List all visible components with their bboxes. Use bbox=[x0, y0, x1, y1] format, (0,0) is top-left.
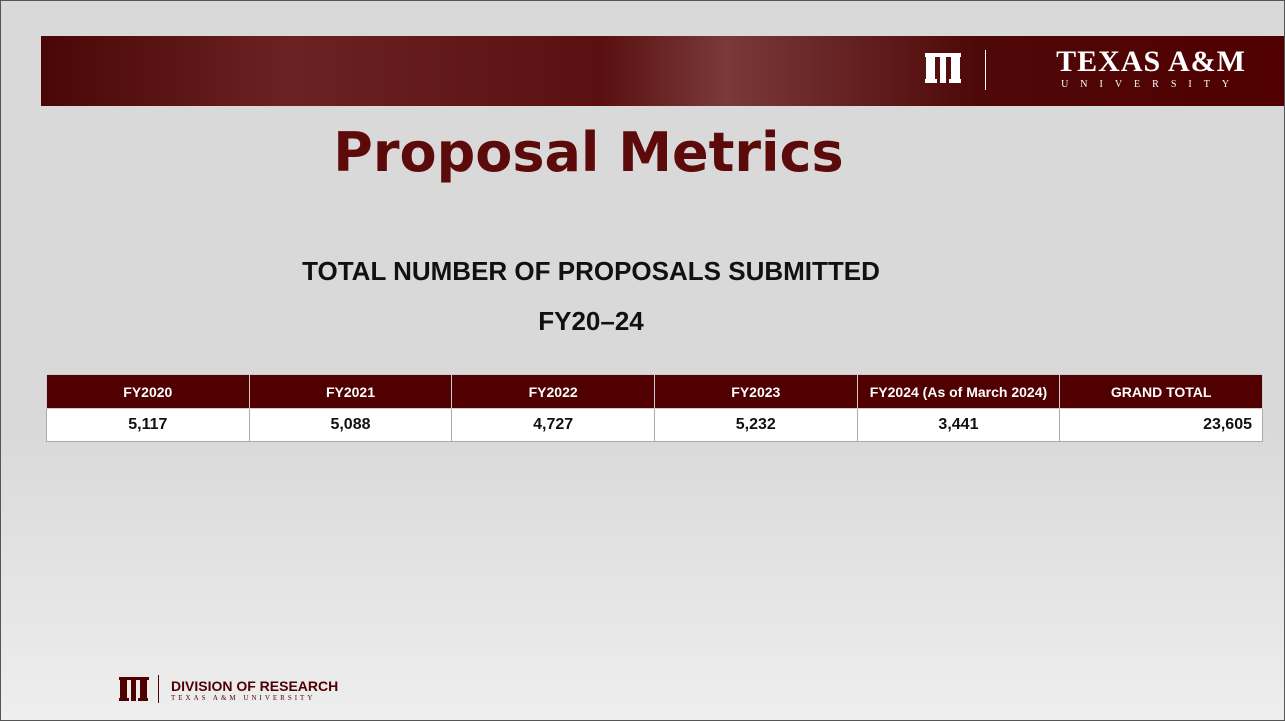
footer-unit: DIVISION OF RESEARCH bbox=[171, 678, 338, 694]
table-cell: 5,117 bbox=[47, 409, 250, 442]
column-header: FY2024 (As of March 2024) bbox=[857, 375, 1060, 409]
subtitle: FY20–24 bbox=[1, 306, 1181, 337]
table-cell: 4,727 bbox=[452, 409, 655, 442]
column-header: GRAND TOTAL bbox=[1060, 375, 1263, 409]
subtitle: TOTAL NUMBER OF PROPOSALS SUBMITTED bbox=[1, 256, 1181, 287]
table-cell: 23,605 bbox=[1060, 409, 1263, 442]
brand-sub: UNIVERSITY bbox=[1056, 78, 1246, 92]
column-header: FY2021 bbox=[249, 375, 452, 409]
logo bbox=[925, 51, 961, 85]
column-header: FY2023 bbox=[654, 375, 857, 409]
footer-logo bbox=[119, 673, 149, 703]
banner: TEXAS A&M UNIVERSITY bbox=[41, 36, 1285, 106]
brand-name: TEXAS A&M bbox=[1056, 46, 1246, 78]
divider bbox=[985, 50, 986, 90]
divider bbox=[158, 675, 159, 703]
table-cell: 5,088 bbox=[249, 409, 452, 442]
column-header: FY2022 bbox=[452, 375, 655, 409]
table-cell: 5,232 bbox=[654, 409, 857, 442]
title: Proposal Metrics bbox=[1, 121, 1176, 184]
brand: TEXAS A&M UNIVERSITY bbox=[1056, 46, 1246, 92]
table-cell: 3,441 bbox=[857, 409, 1060, 442]
column-header: FY2020 bbox=[47, 375, 250, 409]
slide: TEXAS A&M UNIVERSITY Proposal Metrics TO… bbox=[0, 0, 1285, 721]
footer: DIVISION OF RESEARCH TEXAS A&M UNIVERSIT… bbox=[119, 673, 149, 708]
footer-sub: TEXAS A&M UNIVERSITY bbox=[171, 694, 315, 702]
